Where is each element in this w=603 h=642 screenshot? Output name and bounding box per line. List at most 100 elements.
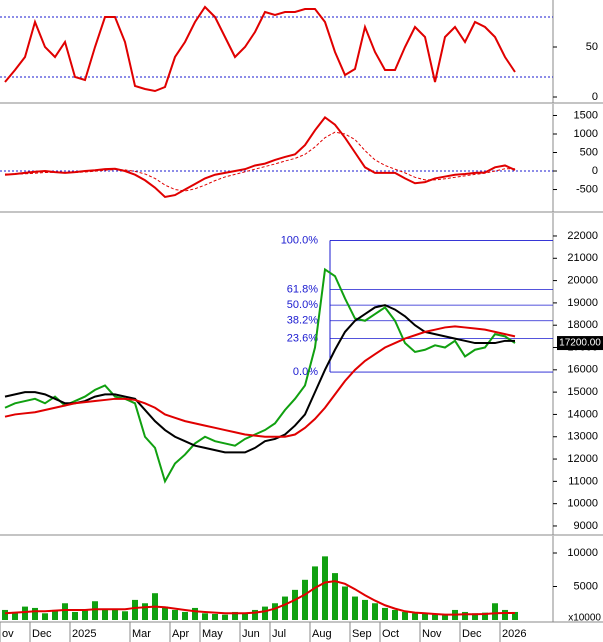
y-tick-label: 1500: [574, 109, 598, 121]
x-tick-label: Dec: [32, 628, 52, 640]
volume-bar: [312, 566, 318, 620]
volume-bar: [402, 611, 408, 620]
series-line: [4, 267, 516, 484]
y-tick-label: 0: [592, 165, 598, 177]
volume-bar: [112, 609, 118, 620]
volume-bar: [82, 610, 88, 620]
series-line: [4, 325, 516, 438]
x-tick-label: Aug: [312, 628, 332, 640]
volume-bar: [12, 611, 18, 620]
fib-label: 0.0%: [293, 366, 318, 378]
y-tick-label: 10000: [567, 498, 598, 510]
volume-bar: [52, 609, 58, 620]
volume-bar: [432, 613, 438, 620]
volume-bar: [502, 609, 508, 620]
x-tick-label: Jun: [242, 628, 260, 640]
volume-bar: [42, 613, 48, 620]
y-tick-label: 0: [592, 91, 598, 103]
y-tick-label: 50: [586, 41, 598, 53]
volume-bar: [72, 611, 78, 620]
volume-bar: [182, 611, 188, 620]
x-tick-label: Mar: [132, 628, 151, 640]
volume-bar: [252, 609, 258, 620]
volume-bar: [62, 603, 68, 620]
volume-bar: [392, 609, 398, 620]
volume-bar: [282, 596, 288, 620]
y-tick-label: 500: [580, 146, 598, 158]
x-tick-label: Dec: [462, 628, 482, 640]
volume-bar: [412, 613, 418, 620]
y-tick-label: 19000: [567, 297, 598, 309]
series-line: [4, 580, 515, 616]
y-tick-label: 16000: [567, 364, 598, 376]
y-tick-label: 12000: [567, 453, 598, 465]
x-tick-label: Oct: [382, 628, 399, 640]
y-tick-label: 18000: [567, 319, 598, 331]
volume-bar: [472, 613, 478, 620]
volume-bar: [482, 612, 488, 620]
volume-bar: [212, 613, 218, 620]
volume-bar: [462, 611, 468, 620]
unit-label: x10000: [568, 613, 601, 624]
volume-bar: [262, 606, 268, 620]
y-tick-label: 10000: [567, 547, 598, 559]
y-tick-label: 9000: [574, 520, 598, 532]
volume-bar: [32, 607, 38, 620]
fib-label: 100.0%: [281, 234, 319, 246]
volume-bar: [372, 603, 378, 620]
volume-bar: [272, 603, 278, 620]
volume-bar: [162, 606, 168, 620]
volume-bar: [232, 611, 238, 620]
y-tick-label: 5000: [574, 580, 598, 592]
y-tick-label: -500: [576, 183, 598, 195]
volume-bar: [442, 614, 448, 620]
volume-bar: [422, 613, 428, 620]
volume-bar: [342, 586, 348, 620]
volume-bar: [382, 607, 388, 620]
fib-label: 61.8%: [287, 283, 318, 295]
y-tick-label: 20000: [567, 274, 598, 286]
series-line: [4, 131, 515, 192]
last-price-label: 17200.00: [559, 338, 601, 349]
volume-bar: [2, 609, 8, 620]
fib-label: 38.2%: [287, 315, 318, 327]
y-tick-label: 11000: [568, 475, 598, 487]
volume-bar: [132, 599, 138, 620]
last-price-box: [557, 336, 603, 351]
fib-label: 23.6%: [287, 332, 318, 344]
volume-bar: [322, 556, 328, 620]
volume-bar: [292, 589, 298, 620]
volume-bar: [102, 609, 108, 620]
volume-bar: [22, 606, 28, 620]
volume-bar: [92, 601, 98, 620]
fib-label: 50.0%: [287, 299, 318, 311]
volume-bar: [352, 596, 358, 620]
volume-bar: [192, 607, 198, 620]
x-tick-label: Apr: [172, 628, 189, 640]
y-tick-label: 15000: [567, 386, 598, 398]
volume-bar: [222, 614, 228, 620]
volume-bar: [302, 579, 308, 620]
y-tick-label: 13000: [567, 431, 598, 443]
x-tick-label: Jul: [272, 628, 286, 640]
volume-bar: [202, 613, 208, 620]
y-tick-label: 21000: [567, 252, 598, 264]
series-line: [4, 5, 516, 93]
volume-bar: [492, 603, 498, 620]
volume-bar: [242, 612, 248, 620]
series-line: [4, 304, 515, 454]
volume-bar: [512, 611, 518, 620]
x-tick-label: 2025: [72, 628, 96, 640]
volume-bar: [142, 603, 148, 620]
volume-bar: [172, 609, 178, 620]
x-tick-label: May: [202, 628, 223, 640]
y-tick-label: 1000: [574, 128, 598, 140]
volume-bar: [122, 611, 128, 620]
y-tick-label: 22000: [567, 230, 598, 242]
volume-bar: [332, 573, 338, 620]
x-tick-label: ov: [2, 628, 14, 640]
x-tick-label: Sep: [352, 628, 372, 640]
x-tick-label: 2026: [502, 628, 526, 640]
volume-bar: [362, 599, 368, 620]
